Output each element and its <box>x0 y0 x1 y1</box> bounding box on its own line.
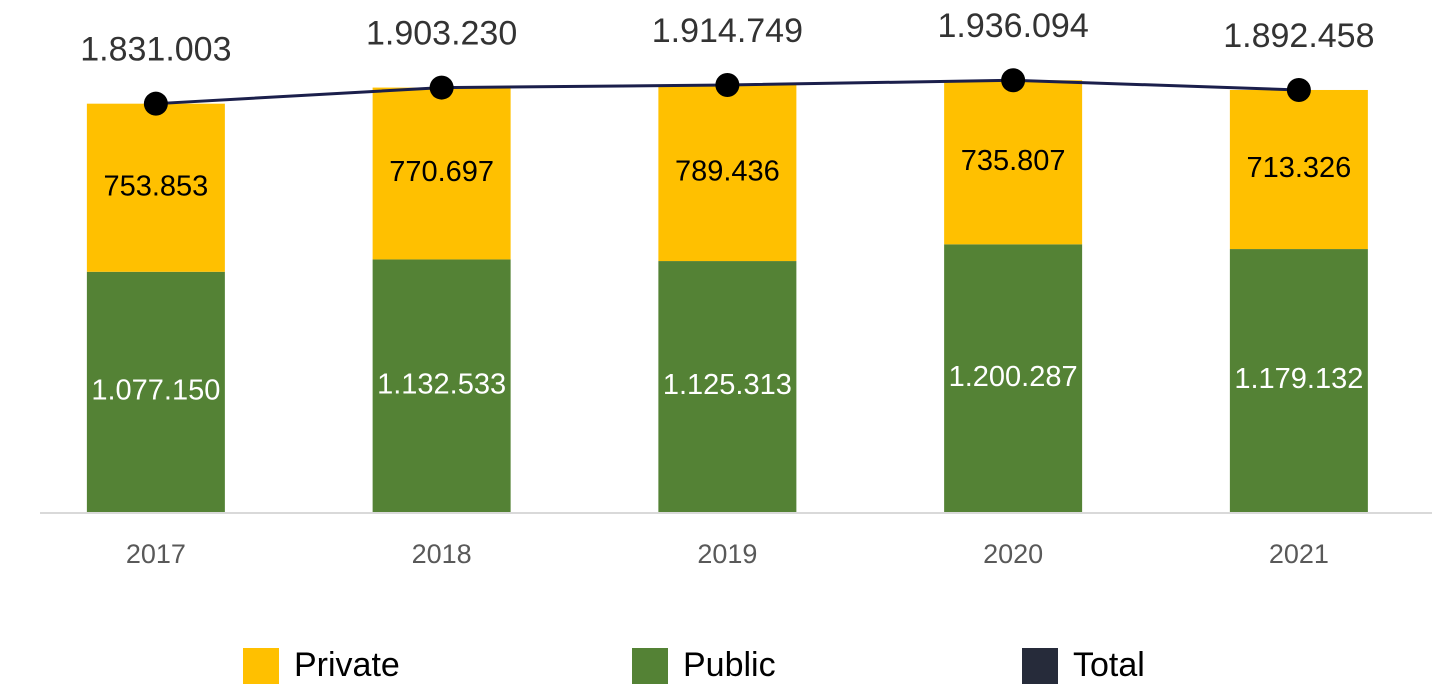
data-label: 770.697 <box>389 156 494 188</box>
x-tick-label: 2017 <box>126 539 186 569</box>
legend-label: Public <box>683 646 776 684</box>
data-label: 1.077.150 <box>91 375 220 407</box>
marker <box>143 91 168 116</box>
data-label: 1.831.003 <box>80 31 231 69</box>
data-label: 1.914.749 <box>652 12 803 50</box>
x-tick-label: 2018 <box>412 539 472 569</box>
marker <box>715 73 740 98</box>
data-label: 735.807 <box>961 145 1066 177</box>
bar-segment <box>372 87 511 260</box>
bar-segment <box>944 244 1083 512</box>
data-label: 1.936.094 <box>937 7 1088 45</box>
data-label: 713.326 <box>1246 152 1351 184</box>
data-label: 1.179.132 <box>1234 363 1363 395</box>
legend-label: Private <box>294 646 400 684</box>
x-tick-label: 2020 <box>983 539 1043 569</box>
x-tick-label: 2021 <box>1269 539 1329 569</box>
legend-label: Total <box>1073 646 1145 684</box>
bar-segment <box>1229 249 1368 512</box>
legend-swatch <box>243 648 279 684</box>
data-label: 1.892.458 <box>1223 17 1374 55</box>
bar-segment <box>658 85 797 262</box>
bar-segment <box>1229 89 1368 250</box>
data-label: 753.853 <box>103 170 208 202</box>
data-label: 1.903.230 <box>366 15 517 53</box>
marker <box>1001 68 1026 93</box>
data-label: 1.132.533 <box>377 368 506 400</box>
x-tick-label: 2019 <box>697 539 757 569</box>
marker <box>429 75 454 100</box>
bar-segment <box>86 271 225 512</box>
bar-segment <box>86 103 225 272</box>
data-label: 789.436 <box>675 156 780 188</box>
data-label: 1.200.287 <box>949 361 1078 393</box>
bar-segment <box>372 259 511 512</box>
bar-segment <box>658 261 797 512</box>
legend-swatch <box>1022 648 1058 684</box>
data-label: 1.125.313 <box>663 369 792 401</box>
bar-segment <box>944 80 1083 245</box>
marker <box>1286 77 1311 102</box>
legend-swatch <box>632 648 668 684</box>
